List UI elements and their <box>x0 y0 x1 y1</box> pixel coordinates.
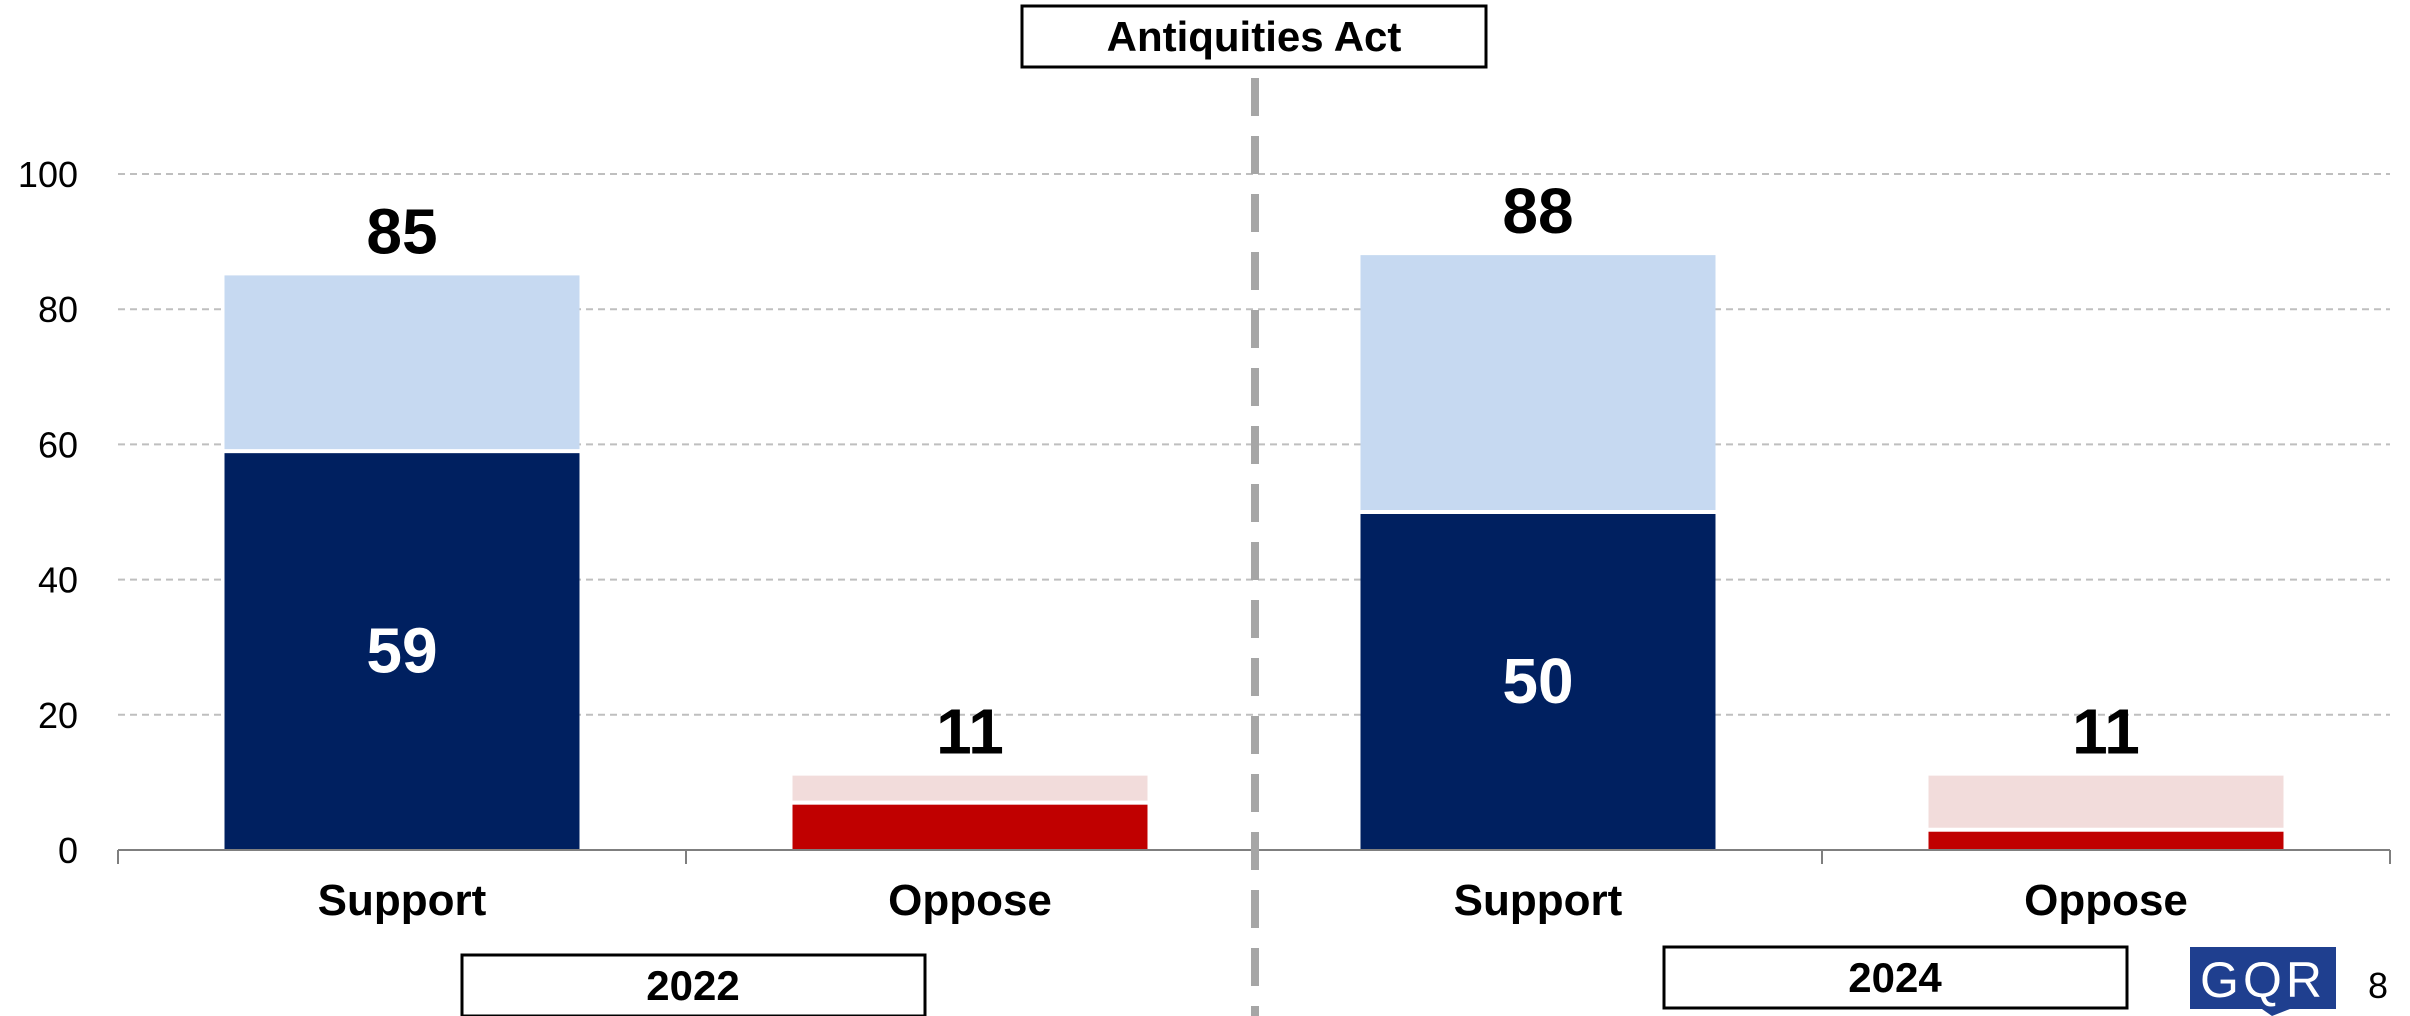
bar-strong-oppose-2022 <box>792 804 1148 849</box>
page-number: 8 <box>2368 965 2388 1006</box>
total-label: 11 <box>936 696 1004 768</box>
chart-title: Antiquities Act <box>1107 13 1402 60</box>
strong-label: 59 <box>366 615 437 687</box>
data-labels: 85 59 11 88 50 11 <box>366 175 2139 768</box>
total-label: 11 <box>2072 696 2140 768</box>
category-label: Support <box>1454 876 1623 925</box>
year-box-2022: 2022 <box>460 953 927 1016</box>
bar-total-support-2022 <box>224 275 580 452</box>
bars <box>224 255 2284 849</box>
y-tick-label: 20 <box>38 695 78 736</box>
total-label: 88 <box>1502 175 1573 247</box>
gqr-logo: GQR <box>2190 947 2336 1016</box>
y-tick-label: 60 <box>38 424 78 465</box>
year-box-2024: 2024 <box>1662 945 2129 1010</box>
y-tick-label: 0 <box>58 830 78 871</box>
bar-total-support-2024 <box>1360 255 1716 512</box>
bar-strong-oppose-2024 <box>1928 831 2284 849</box>
y-tick-label: 80 <box>38 289 78 330</box>
strong-label: 50 <box>1502 645 1573 717</box>
title-box: Antiquities Act <box>1020 4 1488 69</box>
category-label: Oppose <box>888 876 1052 925</box>
y-tick-label: 40 <box>38 560 78 601</box>
bar-total-oppose-2024 <box>1928 775 2284 830</box>
y-axis-ticks: 0 20 40 60 80 100 <box>18 154 78 871</box>
category-label: Oppose <box>2024 876 2188 925</box>
bar-strong-support-2024 <box>1360 514 1716 849</box>
category-labels: Support Oppose Support Oppose <box>318 876 2188 925</box>
logo-text: GQR <box>2200 952 2326 1008</box>
year-label-2024: 2024 <box>1848 954 1942 1001</box>
year-label-2022: 2022 <box>646 962 739 1009</box>
total-label: 85 <box>366 195 437 267</box>
bar-strong-support-2022 <box>224 453 580 849</box>
y-tick-label: 100 <box>18 154 78 195</box>
bar-total-oppose-2022 <box>792 775 1148 803</box>
category-label: Support <box>318 876 487 925</box>
